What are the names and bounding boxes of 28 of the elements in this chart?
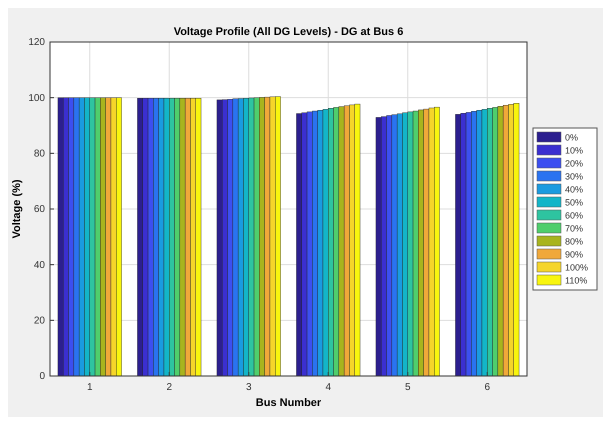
x-tick-label: 6: [484, 382, 490, 393]
chart-title: Voltage Profile (All DG Levels) - DG at Bus 6: [174, 26, 404, 38]
legend-label: 50%: [565, 198, 584, 208]
legend-label: 10%: [565, 146, 584, 156]
y-tick-label: 20: [34, 316, 46, 327]
x-tick-label: 2: [166, 382, 172, 393]
legend-label: 20%: [565, 158, 584, 168]
legend-label: 30%: [565, 172, 584, 182]
y-tick-label: 0: [39, 371, 46, 382]
legend-label: 110%: [565, 276, 588, 286]
x-tick-label: 1: [86, 382, 93, 393]
x-tick-label: 5: [404, 382, 411, 393]
y-axis-title: Voltage (%): [11, 179, 23, 239]
y-tick-label: 120: [28, 37, 46, 48]
legend-label: 100%: [565, 262, 588, 272]
legend-label: 70%: [565, 224, 584, 234]
y-tick-label: 40: [34, 260, 46, 271]
legend-label: 90%: [565, 250, 584, 260]
x-tick-label: 3: [246, 382, 252, 393]
legend-label: 60%: [565, 210, 584, 220]
x-axis-title: Bus Number: [256, 397, 322, 409]
y-tick-label: 80: [34, 148, 46, 160]
y-tick-label: 100: [28, 92, 46, 104]
legend-label: 0%: [565, 132, 578, 142]
legend-label: 40%: [565, 184, 584, 194]
y-tick-label: 60: [34, 204, 46, 216]
legend-label: 80%: [565, 236, 584, 246]
x-tick-label: 4: [325, 382, 332, 393]
